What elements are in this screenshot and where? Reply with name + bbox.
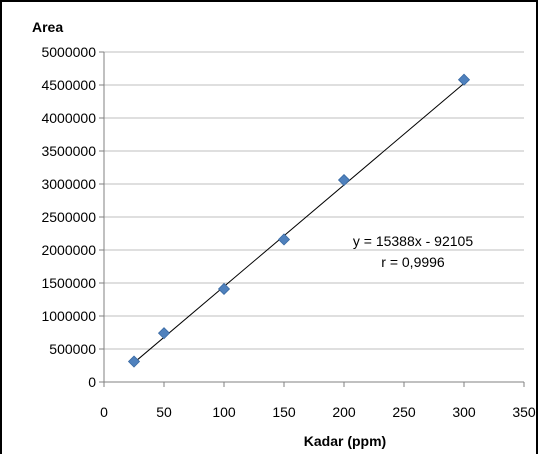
x-tick-label: 150 xyxy=(272,404,296,420)
r-value-annotation: r = 0,9996 xyxy=(381,254,445,270)
equation-annotation: y = 15388x - 92105 xyxy=(353,233,473,249)
trendline xyxy=(133,79,468,364)
x-tick-label: 0 xyxy=(100,404,108,420)
data-points xyxy=(127,73,471,368)
y-tick-label: 500000 xyxy=(49,341,96,357)
y-tick-label: 2500000 xyxy=(41,209,96,225)
y-tick-label: 3500000 xyxy=(41,143,96,159)
data-point xyxy=(217,282,231,296)
x-axis-title: Kadar (ppm) xyxy=(304,433,386,449)
tick-labels: 0 500000 1000000 1500000 2000000 2500000 30000… xyxy=(41,44,535,420)
data-point xyxy=(337,173,351,187)
y-tick-label: 4000000 xyxy=(41,110,96,126)
x-tick-label: 350 xyxy=(512,404,536,420)
y-tick-label: 0 xyxy=(88,374,96,390)
gridlines xyxy=(104,51,524,350)
data-point xyxy=(157,327,171,340)
data-point xyxy=(457,73,471,86)
data-point xyxy=(127,355,141,368)
y-tick-label: 2000000 xyxy=(41,242,96,258)
x-tick-label: 100 xyxy=(212,404,236,420)
y-tick-label: 3000000 xyxy=(41,176,96,192)
x-tick-label: 200 xyxy=(332,404,356,420)
y-tick-label: 4500000 xyxy=(41,77,96,93)
y-axis-title: Area xyxy=(32,19,63,35)
y-tick-label: 1500000 xyxy=(41,275,96,291)
x-tick-label: 50 xyxy=(156,404,172,420)
data-point xyxy=(277,233,291,246)
axes xyxy=(99,51,525,387)
x-tick-label: 300 xyxy=(452,404,476,420)
trendline-layer xyxy=(133,79,468,364)
y-tick-label: 1000000 xyxy=(41,308,96,324)
x-tick-label: 250 xyxy=(392,404,416,420)
y-tick-label: 5000000 xyxy=(41,44,96,60)
